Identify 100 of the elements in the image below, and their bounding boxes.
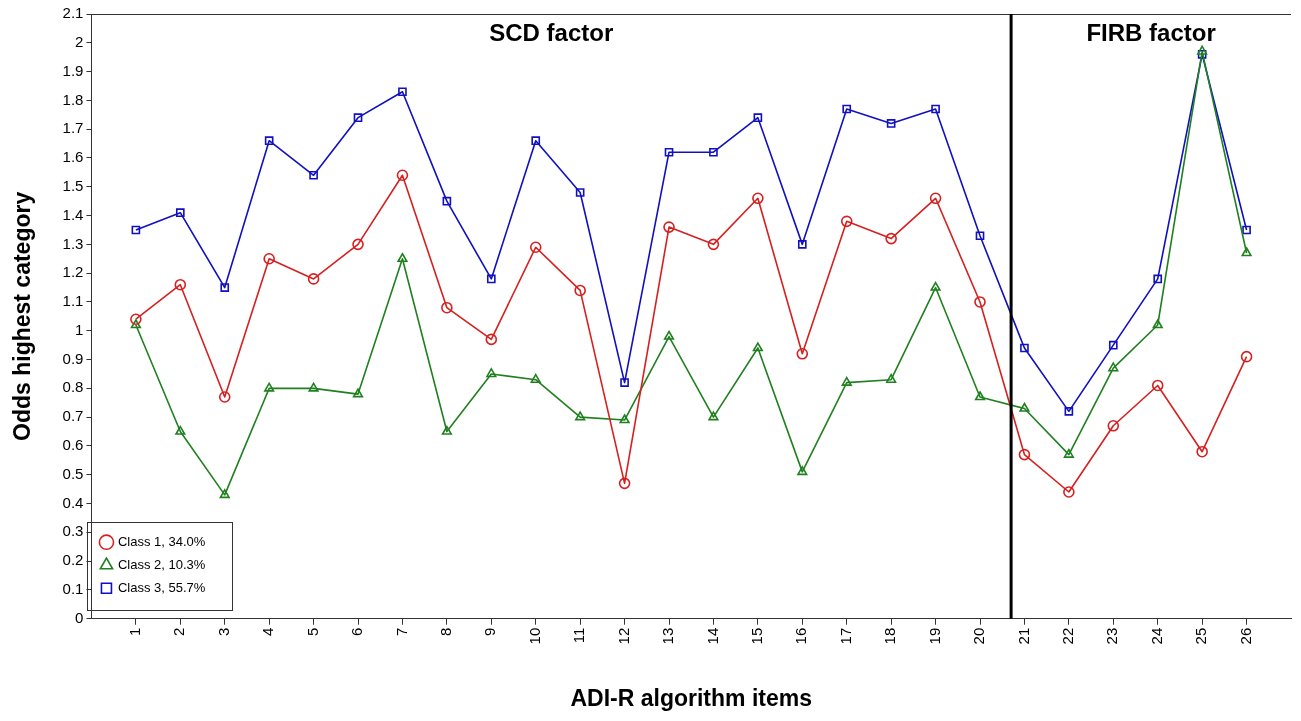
y-tick-label: 1.2 xyxy=(62,263,84,281)
point xyxy=(175,425,186,435)
point xyxy=(1151,379,1164,392)
point xyxy=(975,231,985,241)
point xyxy=(264,136,274,146)
point xyxy=(1064,407,1074,416)
point xyxy=(1153,274,1163,284)
point xyxy=(175,208,185,218)
point xyxy=(309,170,318,180)
y-tick-label: 0.5 xyxy=(62,464,84,482)
y-tick-label: 1.4 xyxy=(62,205,84,223)
point xyxy=(1063,486,1075,498)
point xyxy=(530,373,541,384)
point xyxy=(840,215,853,228)
point xyxy=(486,368,497,378)
point xyxy=(619,414,630,424)
point xyxy=(752,192,764,205)
point xyxy=(1018,448,1031,461)
x-tick-label: 11 xyxy=(570,627,588,644)
point xyxy=(1197,49,1207,59)
y-tick-label: 1.6 xyxy=(62,148,84,166)
y-tick-label: 1 xyxy=(75,320,84,338)
point xyxy=(797,466,808,476)
y-tick-label: 1.1 xyxy=(62,292,84,310)
x-tick-label: 24 xyxy=(1147,627,1165,645)
point xyxy=(797,240,807,249)
y-axis-title: Odds highest category xyxy=(9,191,36,441)
point xyxy=(174,278,187,291)
point xyxy=(1240,350,1253,363)
x-tick-label: 22 xyxy=(1059,627,1076,645)
point xyxy=(263,252,275,265)
y-tick-label: 1.5 xyxy=(62,176,84,194)
point xyxy=(1108,340,1118,350)
x-tick-label: 19 xyxy=(925,627,943,645)
point xyxy=(575,188,585,197)
x-tick-label: 21 xyxy=(1014,627,1032,645)
point xyxy=(929,192,942,205)
x-tick-label: 2 xyxy=(170,627,188,637)
legend-label: Class 2, 10.3% xyxy=(117,556,206,572)
point xyxy=(663,221,675,233)
y-tick-label: 0.8 xyxy=(62,378,84,396)
point xyxy=(397,252,408,263)
point xyxy=(664,147,674,157)
point xyxy=(886,373,897,384)
point xyxy=(796,347,809,360)
x-tick-label: 13 xyxy=(659,627,677,645)
x-tick-label: 9 xyxy=(481,627,499,637)
x-tick-label: 20 xyxy=(970,627,988,645)
point xyxy=(1108,362,1119,372)
y-tick-label: 0.9 xyxy=(62,349,84,367)
x-tick-label: 8 xyxy=(437,627,455,637)
point xyxy=(663,330,675,340)
point xyxy=(618,477,631,490)
point xyxy=(1196,445,1208,458)
point xyxy=(753,113,763,122)
point xyxy=(842,104,852,114)
point xyxy=(1019,402,1030,412)
point xyxy=(575,411,586,421)
x-tick-label: 14 xyxy=(703,627,721,645)
point xyxy=(396,169,409,182)
y-tick-label: 1.3 xyxy=(62,234,84,252)
x-tick-label: 7 xyxy=(392,627,410,637)
legend-label: Class 1, 34.0% xyxy=(117,533,206,549)
point xyxy=(308,382,319,392)
y-tick-label: 2 xyxy=(75,32,84,50)
x-axis-title: ADI-R algorithm items xyxy=(570,684,812,711)
y-tick-label: 1.7 xyxy=(62,119,84,137)
point xyxy=(219,489,230,499)
point xyxy=(353,113,363,122)
point xyxy=(708,411,719,421)
y-tick-label: 0.4 xyxy=(62,493,84,511)
point xyxy=(707,238,720,251)
y-tick-label: 0.2 xyxy=(62,551,84,569)
point xyxy=(218,391,231,403)
y-tick-label: 0.3 xyxy=(62,522,84,540)
point xyxy=(441,301,453,314)
point xyxy=(1063,448,1074,458)
point xyxy=(1242,225,1251,235)
point xyxy=(841,376,852,386)
x-tick-label: 3 xyxy=(214,627,232,637)
point xyxy=(620,378,629,387)
y-tick-label: 1.9 xyxy=(62,61,84,79)
point xyxy=(130,313,142,326)
point xyxy=(930,281,941,291)
y-tick-label: 0.1 xyxy=(62,580,84,598)
point xyxy=(1107,419,1120,432)
point xyxy=(398,87,407,97)
point xyxy=(531,136,541,146)
y-tick-label: 0.6 xyxy=(62,436,84,454)
y-tick-label: 0 xyxy=(75,608,84,626)
annotation: SCD factor xyxy=(489,18,614,46)
point xyxy=(352,388,364,398)
y-tick-label: 1.8 xyxy=(62,90,84,108)
point xyxy=(441,425,452,435)
point xyxy=(442,196,452,206)
point xyxy=(485,333,498,346)
x-tick-label: 15 xyxy=(748,627,766,645)
x-tick-label: 4 xyxy=(259,627,277,637)
x-tick-label: 6 xyxy=(348,627,366,637)
x-tick-label: 16 xyxy=(792,627,810,645)
